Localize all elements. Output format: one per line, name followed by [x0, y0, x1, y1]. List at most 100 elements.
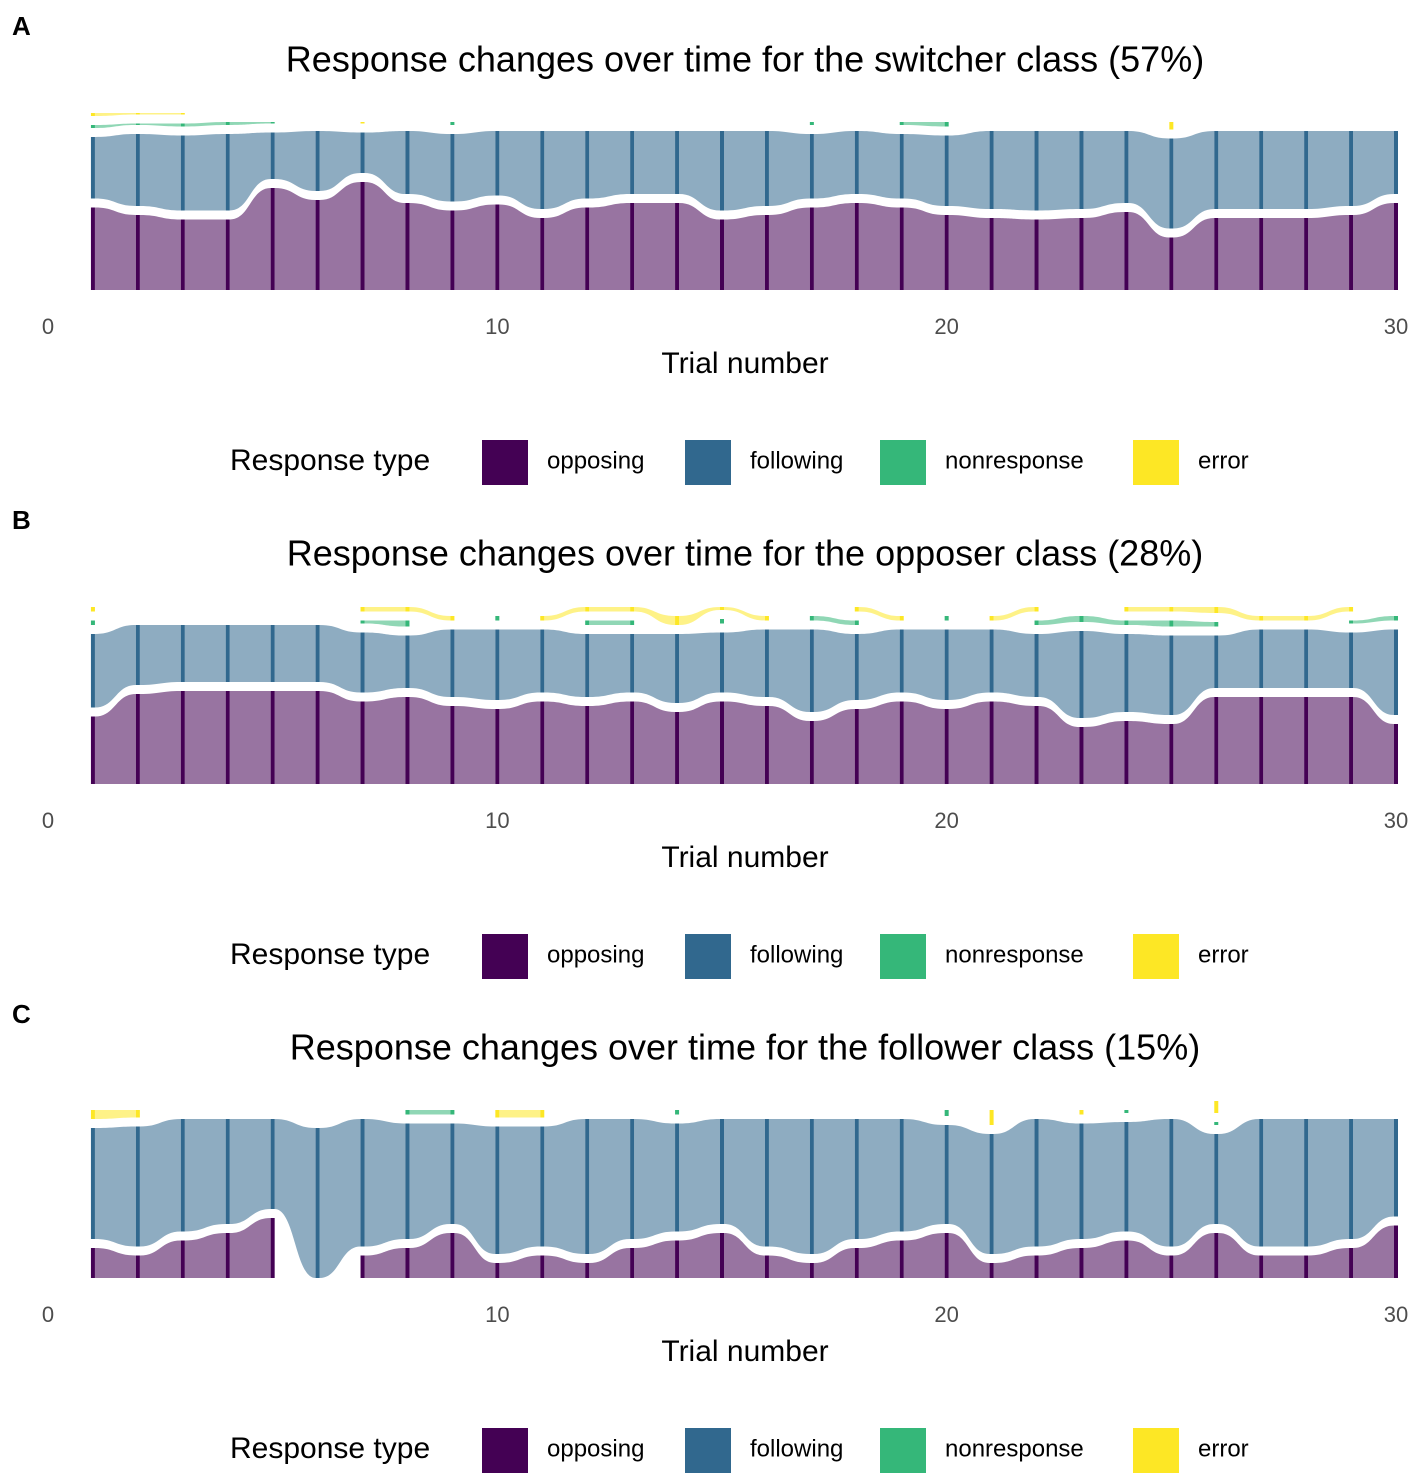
stratum — [495, 616, 500, 621]
stratum — [944, 135, 949, 206]
stratum — [944, 215, 949, 290]
stratum — [1259, 629, 1264, 688]
stratum — [899, 701, 904, 784]
stratum — [854, 709, 859, 784]
stratum — [405, 1110, 410, 1115]
flow — [94, 1110, 136, 1119]
flow — [454, 629, 496, 700]
x-tick-label: 10 — [485, 808, 509, 833]
flow — [589, 701, 631, 784]
flow — [544, 607, 586, 621]
flow — [1308, 697, 1350, 784]
flow — [1083, 1240, 1125, 1278]
stratum — [1349, 697, 1354, 784]
flow — [274, 625, 316, 682]
flow — [1173, 635, 1215, 715]
stratum — [944, 122, 949, 127]
stratum — [315, 200, 320, 290]
flow — [139, 123, 181, 127]
stratum — [1169, 1119, 1174, 1247]
flow — [1083, 721, 1125, 784]
flow — [364, 1119, 406, 1247]
stratum — [1034, 131, 1039, 211]
flow — [184, 691, 226, 784]
flow — [139, 113, 181, 115]
flow — [454, 204, 496, 290]
flow — [1263, 218, 1305, 290]
stratum — [450, 122, 455, 125]
flow — [993, 131, 1035, 211]
stratum — [495, 131, 500, 196]
stratum — [1034, 634, 1039, 697]
stratum — [90, 1248, 95, 1278]
stratum — [495, 204, 500, 290]
flow — [589, 607, 631, 612]
stratum — [180, 123, 185, 127]
flow — [499, 1126, 541, 1254]
x-tick-label: 30 — [1384, 808, 1408, 833]
stratum — [1169, 138, 1174, 229]
stratum — [630, 203, 635, 290]
stratum — [1124, 721, 1129, 784]
stratum — [270, 122, 275, 124]
stratum — [854, 131, 859, 194]
flow — [948, 1233, 990, 1278]
flow — [589, 203, 631, 290]
flow — [903, 701, 945, 784]
flow — [1218, 607, 1260, 621]
stratum — [675, 131, 680, 194]
stratum — [720, 632, 724, 693]
flow — [274, 131, 316, 191]
stratum — [495, 1263, 500, 1278]
flow — [229, 1119, 271, 1224]
legend-swatch — [880, 1428, 926, 1473]
flow — [858, 203, 900, 290]
stratum — [495, 709, 500, 784]
stratum — [360, 1119, 365, 1247]
flow — [1218, 1119, 1260, 1247]
flow — [94, 625, 136, 708]
stratum — [135, 625, 140, 685]
flow — [274, 188, 316, 290]
stratum — [675, 203, 680, 290]
flow — [589, 1248, 631, 1278]
stratum — [1214, 218, 1219, 290]
stratum — [1124, 1240, 1129, 1278]
stratum — [450, 210, 455, 290]
flow — [768, 1119, 810, 1254]
stratum — [360, 132, 365, 173]
legend-swatch — [1133, 1428, 1179, 1473]
stratum — [1304, 616, 1309, 621]
stratum — [360, 620, 365, 624]
flow — [679, 1119, 720, 1232]
stratum — [1034, 620, 1039, 625]
chart-title: Response changes over time for the follo… — [290, 1027, 1200, 1068]
flow — [94, 207, 136, 290]
flow — [364, 1248, 406, 1278]
flow — [948, 1125, 990, 1254]
stratum — [989, 701, 994, 784]
flow — [993, 701, 1035, 784]
stratum — [809, 134, 814, 199]
x-tick-label: 10 — [485, 314, 509, 339]
flow — [1128, 1240, 1170, 1278]
flow — [274, 1119, 316, 1278]
stratum — [1034, 219, 1039, 290]
stratum — [1394, 1225, 1398, 1278]
stratum — [405, 635, 410, 688]
stratum — [1124, 1110, 1129, 1113]
stratum — [360, 1255, 365, 1278]
stratum — [944, 709, 949, 784]
flow — [634, 607, 676, 625]
stratum — [1034, 607, 1039, 612]
stratum — [1394, 203, 1398, 290]
flow — [1308, 629, 1350, 688]
stratum — [1079, 1110, 1084, 1115]
x-tick-label: 30 — [1384, 314, 1408, 339]
flow — [1353, 203, 1394, 290]
stratum — [1304, 629, 1309, 688]
flow — [1128, 620, 1170, 627]
flow — [94, 1126, 136, 1247]
flow — [1173, 697, 1215, 784]
